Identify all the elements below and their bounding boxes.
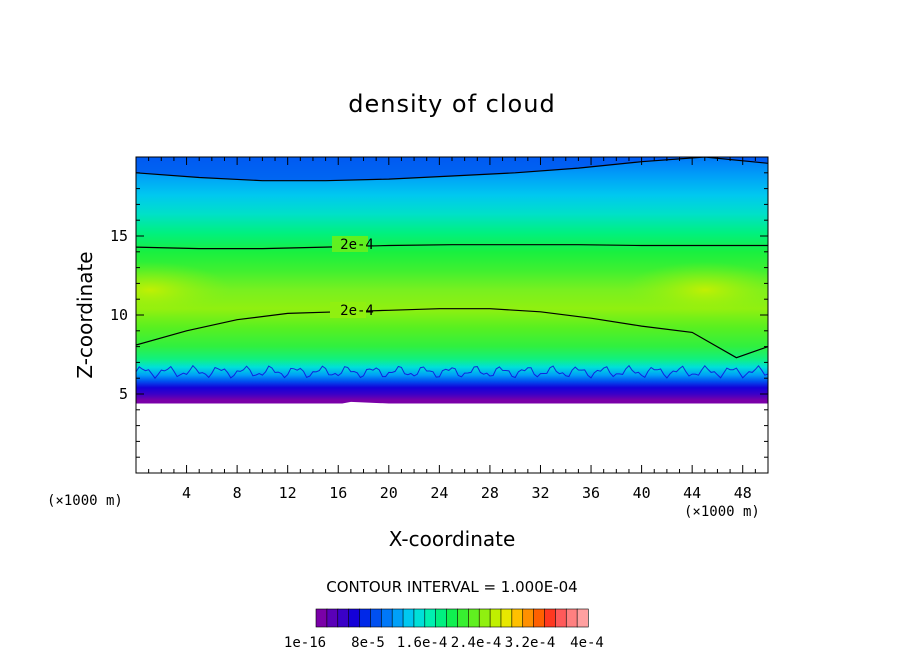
y-tick-label: 15 xyxy=(110,227,128,245)
x-tick-label: 36 xyxy=(582,484,600,502)
colorbar-label: 1e-16 xyxy=(284,635,326,651)
cloud-base-mask xyxy=(136,401,768,473)
density-core-left xyxy=(136,262,230,318)
x-tick-label: 32 xyxy=(531,484,549,502)
x-unit-left: (×1000 m) xyxy=(47,493,123,509)
x-unit-right: (×1000 m) xyxy=(684,504,760,520)
y-axis-label: Z-coordinate xyxy=(73,251,97,378)
colorbar-swatch xyxy=(380,608,393,628)
colorbar-swatch xyxy=(337,608,350,628)
colorbar-swatch xyxy=(533,608,546,628)
colorbar-swatch xyxy=(359,608,371,628)
colorbar-swatch xyxy=(565,608,578,628)
y-tick-label: 5 xyxy=(119,385,128,403)
colorbar-label: 4e-4 xyxy=(570,635,604,651)
colorbar-swatch xyxy=(511,608,524,628)
x-tick-label: 16 xyxy=(329,484,347,502)
colorbar-swatch xyxy=(457,608,469,628)
colorbar-swatch xyxy=(413,608,426,628)
colorbar-swatch xyxy=(544,608,556,628)
top-deep-blue-band xyxy=(136,157,768,181)
colorbar-swatch xyxy=(402,608,415,628)
contour-line xyxy=(136,157,768,182)
colorbar-swatch xyxy=(315,608,328,628)
contour-label: 2e-4 xyxy=(340,303,374,319)
x-tick-label: 40 xyxy=(633,484,651,502)
x-tick-label: 24 xyxy=(430,484,448,502)
x-axis-label: X-coordinate xyxy=(389,527,516,551)
colorbar xyxy=(315,608,589,628)
contour-label-upper: 2e-4 xyxy=(332,236,374,253)
colorbar-swatch xyxy=(435,608,448,628)
colorbar-label: 8e-5 xyxy=(351,635,385,651)
x-tick-label: 8 xyxy=(233,484,242,502)
x-tick-label: 12 xyxy=(279,484,297,502)
colorbar-swatch xyxy=(424,608,437,628)
colorbar-swatch xyxy=(522,608,535,628)
contour-line xyxy=(136,308,768,359)
y-tick-labels: 5 10 15 xyxy=(110,227,128,403)
chart-title: density of cloud xyxy=(348,90,555,118)
y-tick-label: 10 xyxy=(110,306,128,324)
colorbar-swatch xyxy=(326,608,339,628)
colorbar-label: 2.4e-4 xyxy=(451,635,502,651)
contour-interval-text: CONTOUR INTERVAL = 1.000E-04 xyxy=(326,578,577,596)
colorbar-swatch xyxy=(576,608,589,628)
colorbar-swatch xyxy=(348,608,361,628)
colorbar-swatch xyxy=(370,608,382,628)
colorbar-swatch xyxy=(391,608,404,628)
density-core-right xyxy=(625,262,768,318)
contour-label: 2e-4 xyxy=(340,237,374,253)
plot-area xyxy=(136,157,768,473)
colorbar-labels: 1e-16 8e-5 1.6e-4 2.4e-4 3.2e-4 4e-4 xyxy=(284,635,604,651)
contour-lines xyxy=(136,157,768,359)
colorbar-swatch xyxy=(555,608,567,628)
colorbar-swatch xyxy=(478,608,491,628)
colorbar-swatch xyxy=(500,608,513,628)
contour-label-lower: 2e-4 xyxy=(330,302,374,319)
contour-line xyxy=(136,244,768,250)
colorbar-label: 3.2e-4 xyxy=(505,635,556,651)
x-tick-label: 20 xyxy=(380,484,398,502)
turbulent-edge xyxy=(136,364,768,380)
colorbar-label: 1.6e-4 xyxy=(397,635,448,651)
x-tick-label: 28 xyxy=(481,484,499,502)
colorbar-swatch xyxy=(468,608,480,628)
x-tick-label: 48 xyxy=(734,484,752,502)
x-tick-label: 4 xyxy=(182,484,191,502)
colorbar-swatch xyxy=(446,608,459,628)
x-tick-label: 44 xyxy=(683,484,701,502)
colorbar-swatch xyxy=(489,608,502,628)
axis-ticks xyxy=(136,157,768,473)
x-tick-labels: 4 8 12 16 20 24 28 32 36 40 44 48 xyxy=(182,484,752,502)
